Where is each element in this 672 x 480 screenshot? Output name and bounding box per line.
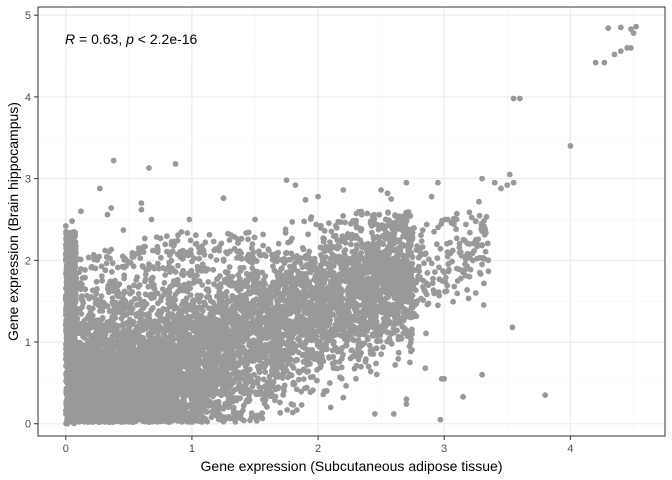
data-point	[313, 221, 320, 228]
data-point	[210, 266, 217, 273]
data-point	[326, 380, 333, 386]
data-point	[163, 411, 170, 417]
data-point	[120, 227, 127, 234]
data-point	[289, 219, 296, 225]
data-point	[215, 381, 222, 388]
data-point	[63, 411, 69, 417]
data-point	[148, 307, 155, 313]
data-point	[63, 251, 69, 258]
data-point	[71, 250, 78, 257]
data-point	[106, 308, 113, 315]
data-point	[99, 308, 106, 314]
data-point	[300, 246, 307, 253]
data-point	[219, 405, 225, 412]
data-point	[262, 369, 269, 375]
data-point	[298, 402, 305, 408]
data-point	[66, 306, 73, 313]
data-point	[300, 376, 307, 382]
data-point	[257, 386, 264, 392]
data-point	[66, 346, 73, 353]
data-point	[337, 219, 344, 226]
data-point	[364, 210, 371, 217]
data-point	[89, 312, 96, 319]
data-point	[326, 220, 332, 227]
data-point	[63, 363, 69, 369]
data-point	[251, 371, 257, 378]
data-point	[85, 337, 91, 344]
data-point	[214, 413, 221, 419]
data-point	[275, 240, 282, 247]
data-point	[280, 370, 287, 377]
data-point	[269, 382, 276, 389]
data-point	[145, 283, 152, 290]
data-point	[141, 235, 148, 242]
data-point	[260, 242, 266, 249]
data-point	[272, 393, 279, 400]
data-point	[98, 263, 105, 270]
data-point	[63, 236, 69, 243]
data-point	[67, 365, 74, 372]
data-point	[114, 264, 121, 271]
data-point	[67, 230, 73, 236]
data-point	[245, 398, 252, 405]
data-point	[135, 290, 142, 297]
data-point	[64, 372, 70, 379]
data-point	[363, 356, 369, 363]
data-point	[99, 337, 106, 344]
data-point	[90, 317, 96, 323]
data-point	[255, 375, 261, 382]
data-point	[63, 400, 70, 407]
data-point	[109, 295, 116, 301]
data-point	[301, 218, 307, 225]
data-point	[72, 242, 79, 249]
data-point	[293, 386, 300, 393]
data-point	[348, 241, 354, 248]
data-point	[342, 219, 348, 226]
data-point	[238, 411, 244, 417]
data-point	[237, 395, 244, 402]
data-point	[70, 265, 77, 272]
data-point	[209, 408, 216, 415]
data-point	[281, 297, 287, 304]
data-point	[400, 330, 407, 337]
data-point	[353, 242, 360, 248]
data-points	[62, 23, 639, 427]
data-point	[64, 291, 71, 298]
data-point	[88, 332, 94, 339]
data-point	[64, 246, 70, 253]
data-point	[65, 301, 72, 308]
data-point	[245, 236, 252, 243]
data-point	[105, 357, 112, 363]
data-point	[338, 364, 345, 371]
data-point	[277, 399, 283, 406]
data-point	[247, 417, 253, 424]
data-point	[109, 260, 116, 266]
data-point	[293, 407, 300, 413]
data-point	[64, 351, 70, 358]
data-point	[207, 253, 214, 260]
data-point	[295, 368, 302, 375]
data-point	[68, 240, 75, 246]
data-point	[71, 335, 78, 342]
data-point	[230, 407, 237, 414]
data-point	[68, 357, 75, 364]
